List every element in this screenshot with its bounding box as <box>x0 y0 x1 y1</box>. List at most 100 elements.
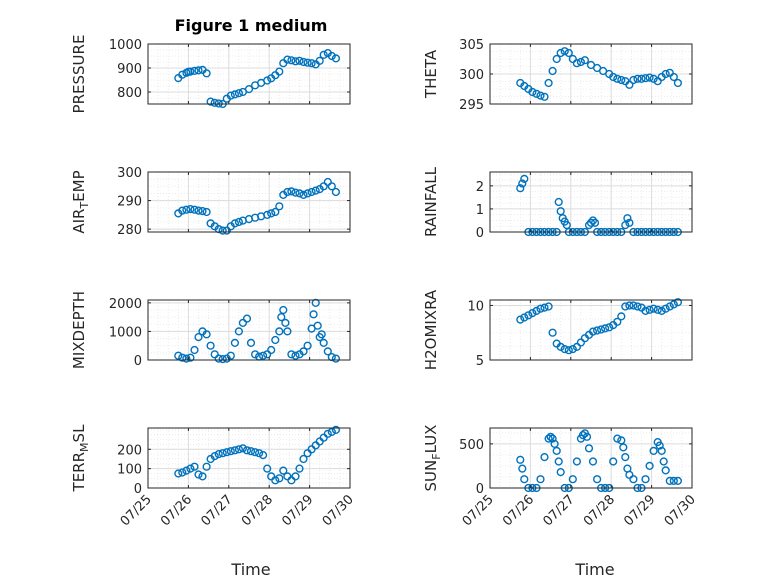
data-point <box>251 350 260 359</box>
data-point <box>299 454 308 464</box>
data-point <box>661 69 670 79</box>
data-point <box>655 441 664 450</box>
y-axis-label-suffix: SL <box>70 424 88 443</box>
data-point <box>327 182 336 191</box>
data-point <box>331 54 341 63</box>
data-point <box>673 476 683 486</box>
data-point <box>649 446 658 456</box>
data-point <box>287 56 296 65</box>
data-point <box>234 217 244 227</box>
y-tick-label: 900 <box>117 62 142 77</box>
data-point <box>540 92 549 101</box>
data-point <box>210 98 219 107</box>
data-point <box>313 321 322 330</box>
data-point <box>283 187 292 197</box>
data-point <box>174 469 183 478</box>
y-axis-label-main: AIR <box>70 209 88 234</box>
data-point <box>673 78 683 88</box>
data-point <box>303 341 312 350</box>
data-point <box>641 475 650 484</box>
data-point <box>554 457 563 466</box>
y-axis-label: THETA <box>422 49 440 99</box>
data-point <box>544 434 553 443</box>
y-tick-label: 0 <box>476 482 484 497</box>
data-point <box>327 51 336 61</box>
y-tick-label: 300 <box>117 166 142 181</box>
data-point <box>190 66 199 76</box>
data-point <box>307 59 316 68</box>
y-axis-label-subscript: F <box>430 453 443 459</box>
data-point <box>255 449 264 458</box>
subplot-h2omixra: 5 10 H2OMIXRA <box>422 289 693 370</box>
data-point <box>568 475 577 484</box>
y-axis-label-main: TERR <box>70 452 88 493</box>
data-point <box>277 313 286 322</box>
data-point <box>552 446 561 456</box>
data-point <box>226 351 235 360</box>
data-point <box>299 57 308 67</box>
data-point <box>182 466 191 475</box>
data-point <box>625 218 634 227</box>
y-tick-label: 800 <box>117 86 142 101</box>
data-point <box>226 447 235 456</box>
y-tick-label: 5 <box>476 354 484 369</box>
y-axis-label: AIRTEMP <box>70 170 91 233</box>
data-point <box>234 445 244 454</box>
data-point <box>275 67 284 76</box>
data-point <box>552 54 561 64</box>
data-point <box>174 351 183 360</box>
data-point <box>299 190 308 200</box>
y-axis-label-main: MIXDEPTH <box>70 291 88 369</box>
x-axis-label-right: Time <box>574 560 614 579</box>
data-point <box>295 189 304 198</box>
data-point <box>576 57 586 67</box>
data-point <box>609 72 618 82</box>
y-axis-label-main: THETA <box>422 49 440 99</box>
axes-box <box>147 43 351 105</box>
data-point <box>319 182 328 191</box>
data-point <box>202 330 211 339</box>
data-point <box>299 347 308 356</box>
data-point <box>625 80 634 89</box>
data-point <box>194 206 203 215</box>
data-point <box>317 330 326 339</box>
data-point <box>621 453 630 462</box>
data-point <box>331 354 341 363</box>
data-point <box>560 345 569 354</box>
y-axis-label-main: H2OMIXRA <box>422 289 440 370</box>
data-point <box>564 48 573 58</box>
data-point <box>544 302 553 311</box>
data-point <box>230 338 240 348</box>
data-point <box>267 209 276 218</box>
data-point <box>206 97 215 106</box>
data-point <box>218 226 227 235</box>
data-point <box>568 345 577 354</box>
data-point <box>279 305 288 315</box>
data-point <box>564 346 573 355</box>
data-point <box>234 89 244 98</box>
data-point <box>649 304 658 313</box>
data-point <box>214 354 223 363</box>
data-point <box>190 205 199 214</box>
data-point <box>625 301 634 310</box>
y-tick-label: 295 <box>459 98 484 113</box>
data-point <box>556 342 565 352</box>
data-point <box>617 312 626 321</box>
data-point <box>283 55 292 64</box>
data-point <box>605 323 614 332</box>
data-point <box>210 350 219 359</box>
data-point <box>242 314 252 323</box>
data-point <box>206 341 215 350</box>
data-point <box>669 300 678 309</box>
data-point <box>319 338 328 348</box>
data-point <box>194 333 203 342</box>
data-point <box>246 338 256 348</box>
data-point <box>295 56 304 65</box>
y-axis-label-suffix: LUX <box>422 425 440 454</box>
y-tick-label: 2000 <box>109 297 142 312</box>
data-point <box>600 324 610 333</box>
data-point <box>238 444 248 453</box>
subplot-mixdepth: 0 1000 2000 MIXDEPTH <box>70 291 351 369</box>
data-point <box>548 434 557 443</box>
data-point <box>182 205 191 214</box>
